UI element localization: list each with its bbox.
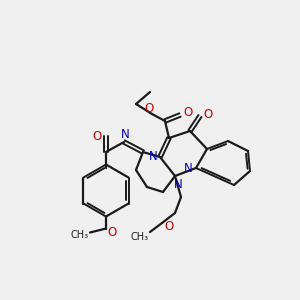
Text: N: N bbox=[121, 128, 129, 142]
Text: O: O bbox=[203, 107, 213, 121]
Text: O: O bbox=[144, 101, 154, 115]
Text: O: O bbox=[183, 106, 193, 119]
Text: O: O bbox=[107, 226, 117, 239]
Text: N: N bbox=[174, 178, 182, 190]
Text: N: N bbox=[184, 161, 192, 175]
Text: CH₃: CH₃ bbox=[131, 232, 149, 242]
Text: CH₃: CH₃ bbox=[71, 230, 89, 239]
Text: O: O bbox=[164, 220, 174, 232]
Text: N: N bbox=[148, 151, 158, 164]
Text: O: O bbox=[92, 130, 102, 142]
